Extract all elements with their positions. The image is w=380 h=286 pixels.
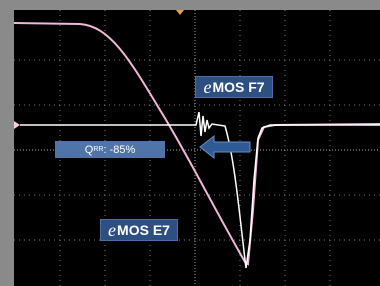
label-prefix: e: [203, 77, 211, 98]
top-border: [0, 0, 380, 10]
label-text: MOS E7: [117, 222, 170, 238]
qrr-symbol: Q: [85, 144, 94, 156]
qrr-value: : -85%: [103, 144, 135, 156]
oscilloscope-screen: eMOS F7 QRR: -85% eMOS E7: [0, 0, 380, 286]
left-border: [0, 0, 14, 286]
label-text: MOS F7: [212, 79, 264, 95]
label-prefix: e: [108, 220, 116, 241]
qrr-subscript: RR: [93, 146, 103, 153]
